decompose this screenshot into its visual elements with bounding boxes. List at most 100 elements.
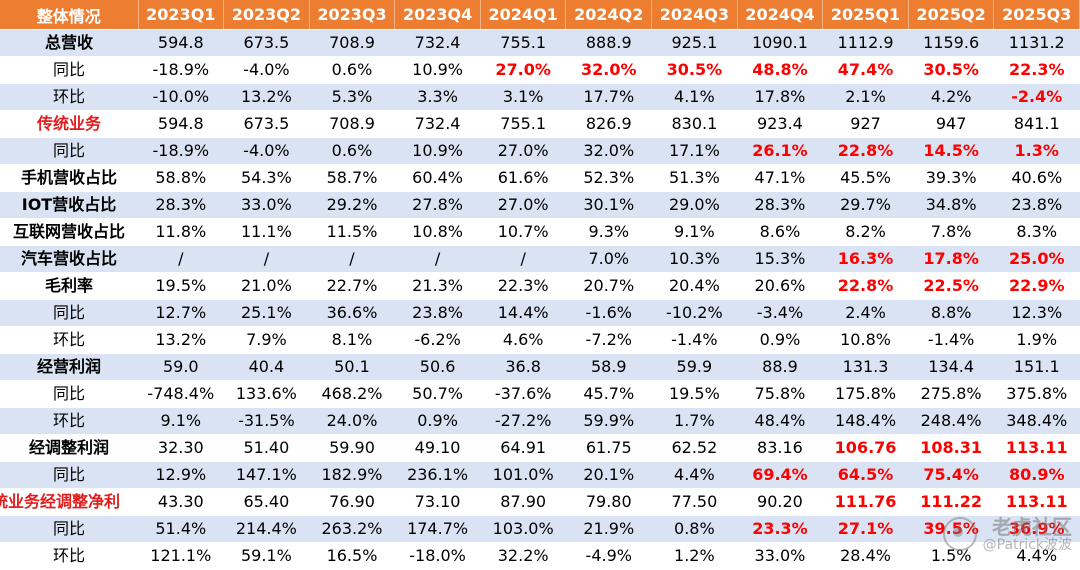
value-cell: 111.22 [908,488,994,516]
value-cell: 43.30 [138,488,224,516]
value-cell: 151.1 [993,353,1080,381]
value-cell: 22.9% [993,272,1080,300]
value-cell: -1.4% [651,326,738,354]
value-cell: 27.0% [480,191,566,219]
value-cell: 19.5% [138,272,224,300]
row-label: 传统业务 [0,110,138,138]
value-cell: 113.11 [993,488,1080,516]
row-label: 同比 [0,299,138,327]
value-cell: 1.7% [651,407,738,435]
value-cell: 79.80 [565,488,652,516]
value-cell: 24.0% [309,407,395,435]
value-cell: 841.1 [993,110,1080,138]
value-cell: 47.1% [737,164,823,192]
value-cell: 888.9 [565,29,652,57]
value-cell: -18.0% [394,542,481,570]
table-row: 经营利润 59.0 40.4 50.1 50.6 36.8 58.9 59.9 88.9 131.… [0,353,1080,381]
value-cell: 0.9% [394,407,481,435]
value-cell: 1.2% [651,542,738,570]
value-cell: 4.4% [651,461,738,489]
value-cell: 51.40 [223,434,310,462]
value-cell: 75.4% [908,461,994,489]
value-cell: 8.8% [908,299,994,327]
quarter-header: 2024Q1 [480,0,567,30]
value-cell: 15.3% [737,245,823,273]
value-cell: 45.7% [565,380,652,408]
row-label: 统业务经调整净利 [0,488,138,516]
value-cell: 17.1% [651,137,738,165]
value-cell: 30.5% [908,56,994,84]
value-cell: 39.3% [908,164,994,192]
value-cell: -748.4% [138,380,224,408]
value-cell: 50.6 [394,353,481,381]
value-cell: 1.9% [993,326,1080,354]
table-row: IOT营收占比 28.3% 33.0% 29.2% 27.8% 27.0% 30.1% 29.… [0,191,1080,219]
value-cell: 947 [908,110,994,138]
value-cell: 14.4% [480,299,566,327]
value-cell: 1131.2 [993,29,1080,57]
value-cell: 88.9 [737,353,823,381]
table-row: 传统业务 594.8 673.5 708.9 732.4 755.1 826.9 830.1 9… [0,110,1080,138]
value-cell: 1.3% [993,137,1080,165]
row-label: 毛利率 [0,272,138,300]
value-cell: 3.1% [480,83,566,111]
row-label: 环比 [0,407,138,435]
value-cell: 9.1% [651,218,738,246]
table-row: 统业务经调整净利 43.30 65.40 76.90 73.10 87.90 79.80 77… [0,488,1080,516]
value-cell: 148.4% [822,407,909,435]
value-cell: 64.5% [822,461,909,489]
value-cell: 11.8% [138,218,224,246]
value-cell: 59.9% [565,407,652,435]
value-cell: 21.0% [223,272,310,300]
value-cell: 49.10 [394,434,481,462]
row-label: 环比 [0,326,138,354]
value-cell: 39.5% [908,515,994,543]
value-cell: 50.1 [309,353,395,381]
quarter-header: 2025Q1 [822,0,909,30]
value-cell: 673.5 [223,29,310,57]
value-cell: 27.8% [394,191,481,219]
value-cell: 348.4% [993,407,1080,435]
row-label: IOT营收占比 [0,191,138,219]
value-cell: 673.5 [223,110,310,138]
value-cell: 27.1% [822,515,909,543]
value-cell: 14.5% [908,137,994,165]
value-cell: 1090.1 [737,29,823,57]
table-body: 总营收 594.8 673.5 708.9 732.4 755.1 888.9 925.1 10… [0,29,1080,570]
value-cell: 16.3% [822,245,909,273]
value-cell: 76.90 [309,488,395,516]
value-cell: 22.3% [993,56,1080,84]
value-cell: 468.2% [309,380,395,408]
value-cell: 10.8% [822,326,909,354]
value-cell: 10.7% [480,218,566,246]
value-cell: -4.0% [223,137,310,165]
value-cell: 755.1 [480,110,566,138]
value-cell: 59.90 [309,434,395,462]
quarter-header: 2023Q2 [223,0,310,30]
value-cell: 732.4 [394,29,481,57]
value-cell: 708.9 [309,110,395,138]
value-cell: 8.3% [993,218,1080,246]
value-cell: 20.1% [565,461,652,489]
value-cell: 47.4% [822,56,909,84]
value-cell: 28.3% [138,191,224,219]
value-cell: 29.7% [822,191,909,219]
value-cell: 22.7% [309,272,395,300]
value-cell: 30.5% [651,56,738,84]
row-label: 汽车营收占比 [0,245,138,273]
value-cell: 28.4% [822,542,909,570]
value-cell: -4.9% [565,542,652,570]
value-cell: 214.4% [223,515,310,543]
value-cell: 23.8% [394,299,481,327]
value-cell: 32.2% [480,542,566,570]
value-cell: 375.8% [993,380,1080,408]
quarter-header: 2024Q2 [565,0,653,30]
value-cell: 61.6% [480,164,566,192]
value-cell: -1.6% [565,299,652,327]
table-row: 同比 -18.9% -4.0% 0.6% 10.9% 27.0% 32.0% 30.5% 48.… [0,56,1080,84]
value-cell: 75.8% [737,380,823,408]
value-cell: 64.91 [480,434,566,462]
value-cell: 11.1% [223,218,310,246]
row-label: 经营利润 [0,353,138,381]
quarter-header: 2023Q1 [138,0,225,30]
